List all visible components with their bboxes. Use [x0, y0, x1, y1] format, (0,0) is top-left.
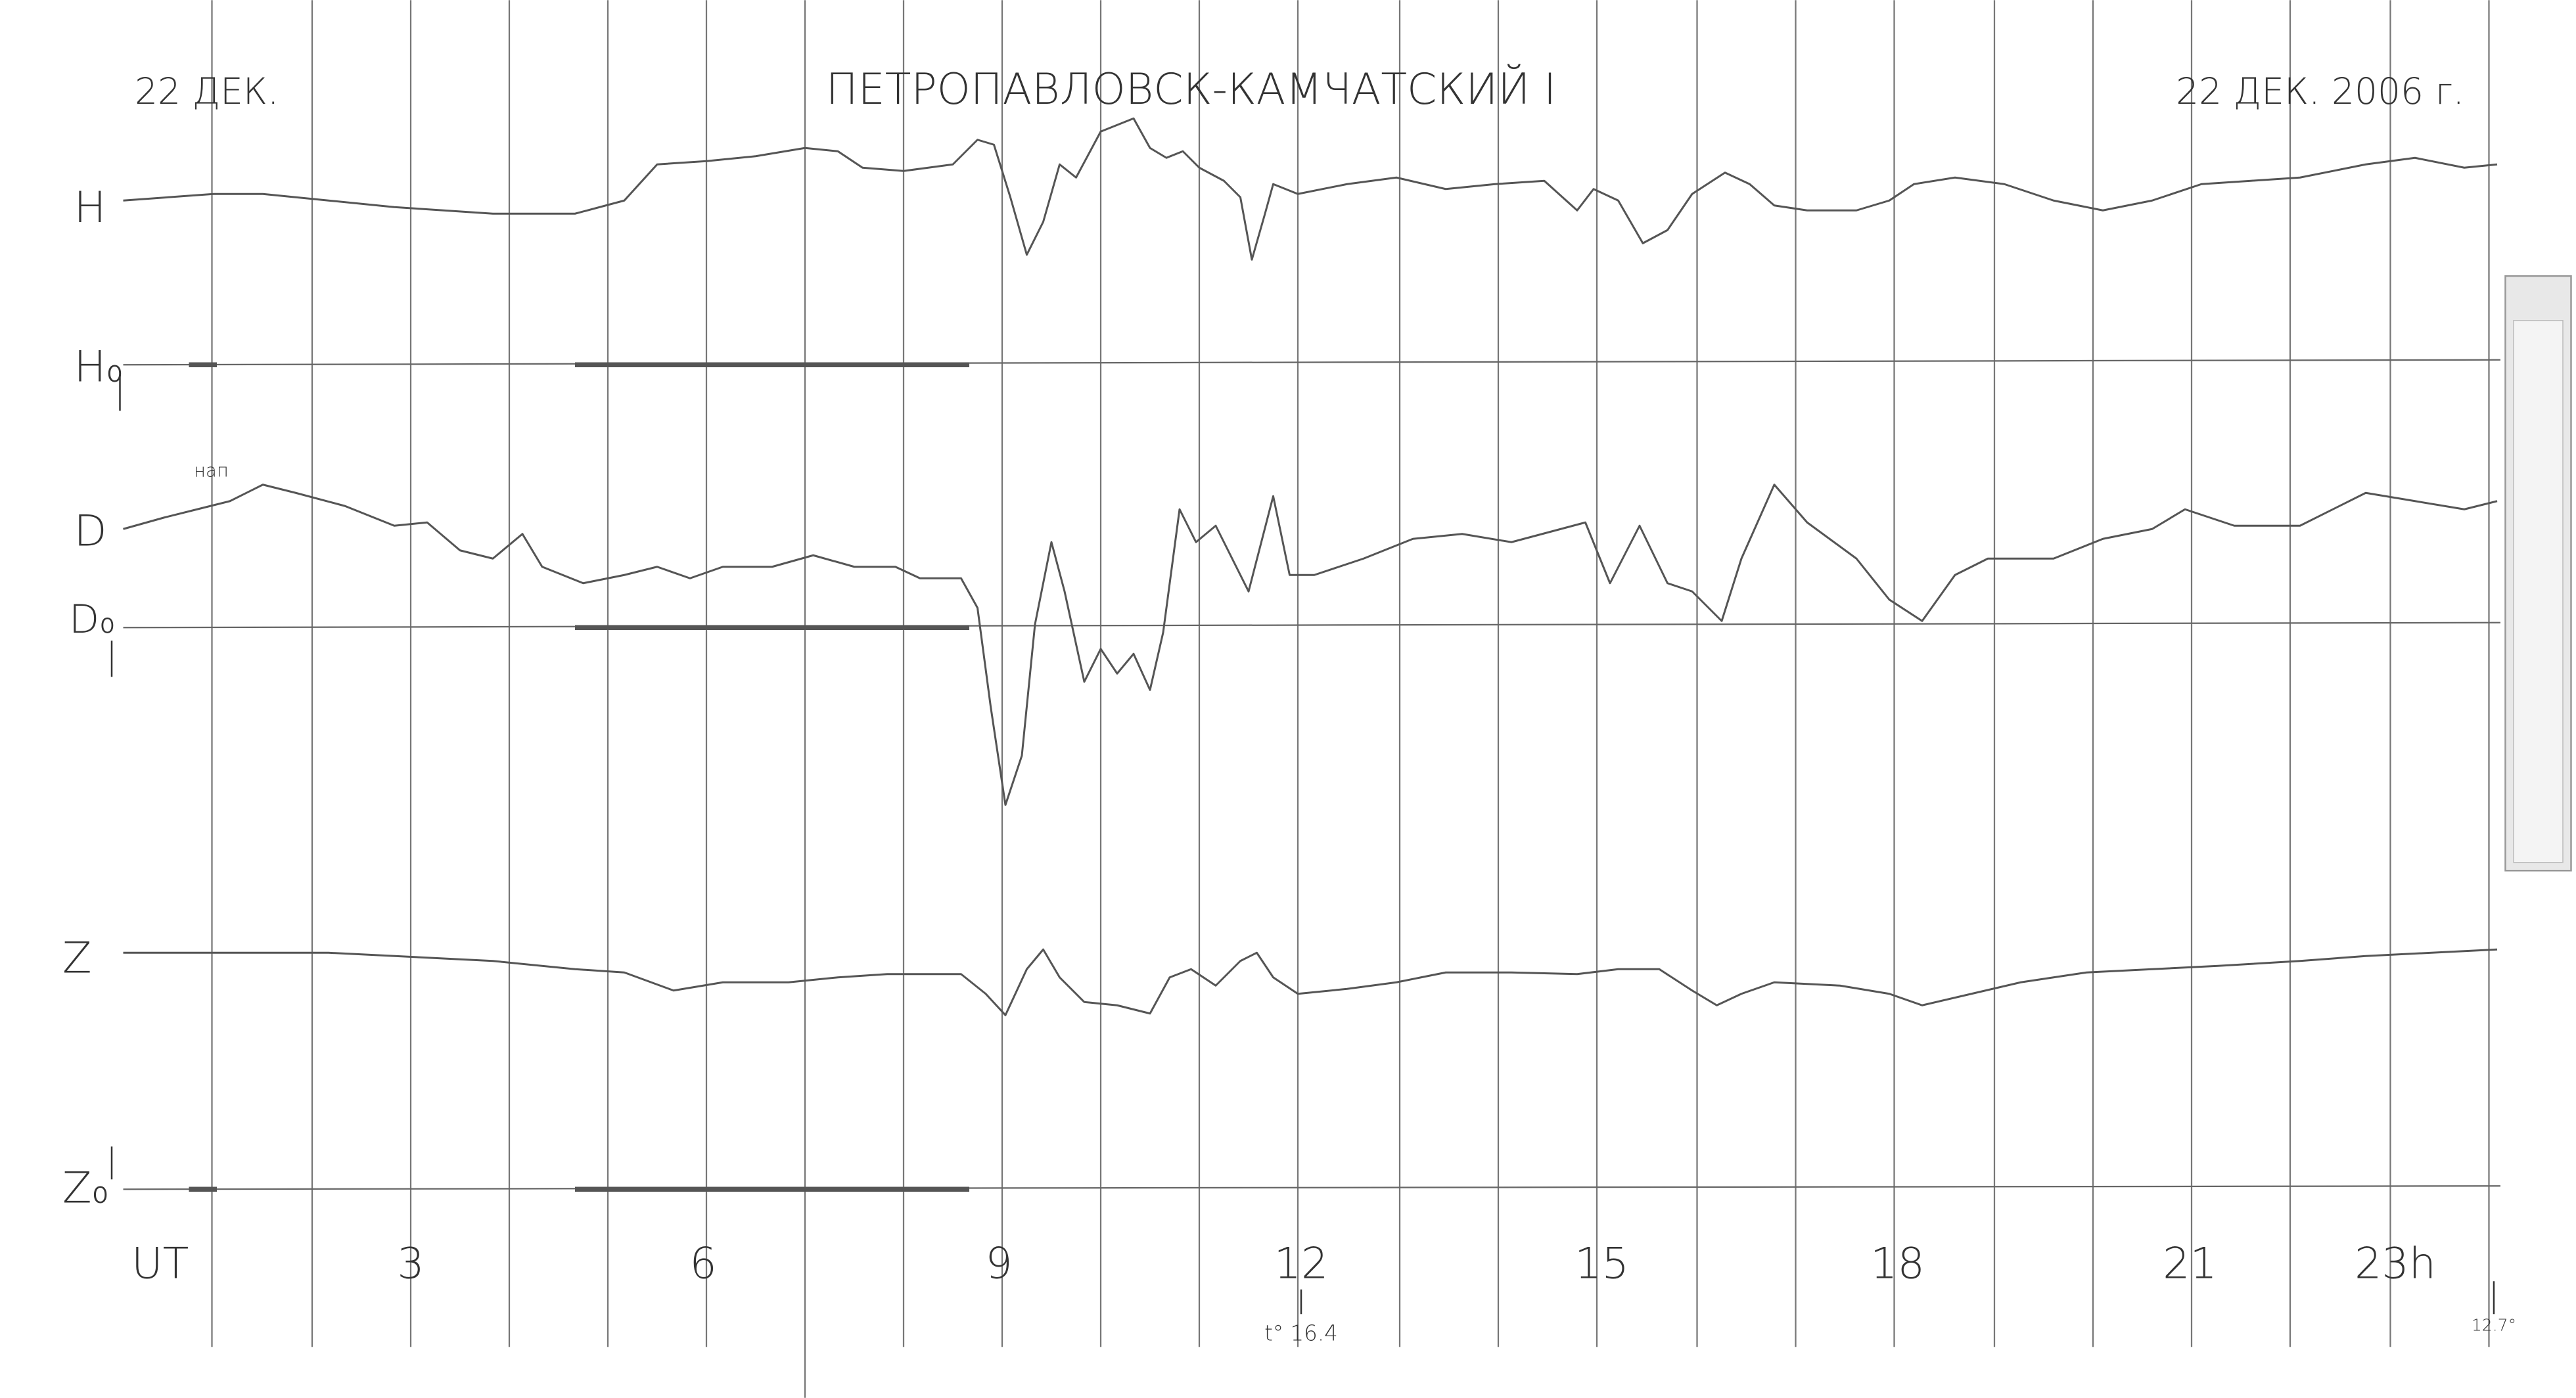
trace-h — [123, 117, 2498, 261]
hour-label: 12 — [1274, 1239, 1329, 1288]
arrows — [110, 374, 2495, 1315]
trace-d — [123, 484, 2498, 806]
hour-label: UT — [131, 1239, 189, 1288]
channel-label: Z₀ — [62, 1163, 109, 1213]
baseline-h — [123, 359, 2501, 366]
channel-label: D₀ — [69, 597, 115, 643]
right-strip — [2504, 275, 2572, 872]
title: ПЕТРОПАВЛОВСК-КАМЧАТСКИЙ I — [826, 63, 1556, 114]
baselines — [123, 359, 2501, 1192]
hour-label: 9 — [985, 1239, 1012, 1288]
baseline-z — [123, 1185, 2501, 1190]
hour-label: 21 — [2163, 1239, 2217, 1288]
temperature: t° 16.4 — [1264, 1320, 1338, 1345]
hour-lines — [211, 0, 2490, 1398]
handwritten-note: нап — [194, 460, 229, 481]
right-date: 22 ДЕК. 2006 г. — [2176, 70, 2464, 112]
baseline-d — [123, 621, 2501, 629]
hour-label: 6 — [689, 1239, 716, 1288]
hour-label: 15 — [1575, 1239, 1629, 1288]
channel-label: H — [74, 183, 106, 233]
channel-label: D — [74, 507, 107, 556]
channel-label: H₀ — [74, 342, 124, 392]
end-temperature: 12.7° — [2472, 1315, 2516, 1334]
hour-label: 18 — [1870, 1239, 1925, 1288]
calibration-grid — [2513, 320, 2564, 863]
left-date: 22 ДЕК. — [135, 70, 279, 112]
hour-label: 3 — [397, 1239, 424, 1288]
hour-label: 23h — [2355, 1239, 2436, 1288]
channel-label: Z — [62, 934, 92, 983]
trace-z — [123, 948, 2498, 1016]
